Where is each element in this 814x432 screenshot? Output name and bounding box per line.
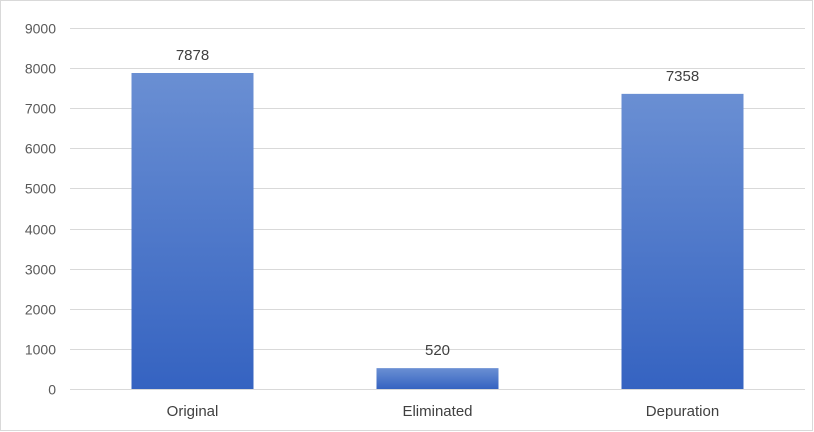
y-tick-label: 5000 <box>25 181 56 197</box>
y-tick-label: 3000 <box>25 262 56 278</box>
category-label-eliminated: Eliminated <box>402 403 472 420</box>
bar-eliminated <box>376 368 499 389</box>
data-label-depuration: 7358 <box>666 68 699 85</box>
y-tick-label: 0 <box>48 382 56 398</box>
y-tick-label: 4000 <box>25 222 56 238</box>
y-tick-label: 9000 <box>25 21 56 37</box>
data-label-original: 7878 <box>176 47 209 64</box>
category-label-depuration: Depuration <box>646 403 719 420</box>
data-labels: 7878 520 7358 <box>176 47 699 359</box>
y-tick-label: 1000 <box>25 342 56 358</box>
y-tick-label: 2000 <box>25 302 56 318</box>
category-label-original: Original <box>167 403 219 420</box>
y-axis-tick-labels: 0 1000 2000 3000 4000 5000 6000 7000 8000 9000 <box>25 21 56 398</box>
bar-depuration <box>621 93 744 390</box>
x-axis-category-labels: Original Eliminated Depuration <box>167 403 720 420</box>
bar-original <box>131 73 254 389</box>
y-tick-label: 8000 <box>25 61 56 77</box>
y-tick-label: 7000 <box>25 101 56 117</box>
bars <box>131 73 744 390</box>
y-tick-label: 6000 <box>25 141 56 157</box>
data-label-eliminated: 520 <box>425 342 450 359</box>
